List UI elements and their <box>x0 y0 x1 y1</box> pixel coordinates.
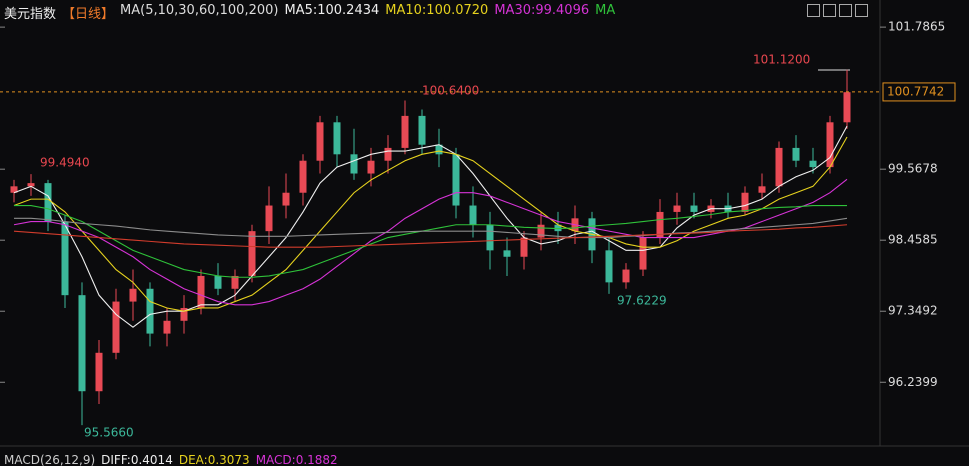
ma30-label: MA30:99.4096 <box>494 3 590 18</box>
candle-body <box>605 250 613 283</box>
annotation: 99.4940 <box>40 156 90 170</box>
candle-body <box>333 122 341 155</box>
candle-body <box>95 352 103 392</box>
ma-line <box>13 136 848 312</box>
dea-label: DEA:0.3073 <box>178 453 250 466</box>
candle-body <box>843 92 851 123</box>
candle-body <box>384 147 392 161</box>
candle-body <box>299 160 307 193</box>
candle-body <box>27 183 35 187</box>
current-price-label: 100.7742 <box>887 84 944 98</box>
candle-body <box>401 115 409 148</box>
tool-button[interactable] <box>839 4 852 17</box>
candle-body <box>826 122 834 168</box>
candle-body <box>367 160 375 174</box>
ma-line <box>13 224 848 248</box>
candle-body <box>163 320 171 334</box>
ma-line <box>14 217 848 239</box>
candle-body <box>214 275 222 289</box>
candle-body <box>316 122 324 161</box>
candle-body <box>554 224 562 232</box>
candle-body <box>792 147 800 161</box>
candle-body <box>758 186 766 193</box>
candle-body <box>690 205 698 212</box>
candle-body <box>809 160 817 168</box>
candle-body <box>775 147 783 187</box>
candle-body <box>350 154 358 174</box>
tool-button[interactable] <box>807 4 820 17</box>
ma-line <box>13 178 848 306</box>
candle-body <box>486 224 494 251</box>
header: 美元指数 【日线】 MA(5,10,30,60,100,200) MA5:100… <box>4 3 615 22</box>
candle-body <box>146 288 154 334</box>
y-tick-label: 99.5678 <box>888 162 938 176</box>
annotation: 100.6400 <box>422 84 479 98</box>
macd-header: MACD(26,12,9) DIFF:0.4014 DEA:0.3073 MAC… <box>4 453 338 466</box>
ma-line <box>13 125 848 328</box>
y-tick-label: 97.3492 <box>888 304 938 318</box>
candle-body <box>10 186 18 193</box>
candle-body <box>197 275 205 308</box>
candle-body <box>537 224 545 238</box>
diff-label: DIFF:0.4014 <box>101 453 173 466</box>
period[interactable]: 【日线】 <box>62 7 115 22</box>
annotation: 97.6229 <box>617 294 667 308</box>
candle-body <box>520 237 528 257</box>
ma-more-label: MA <box>595 3 616 18</box>
candle-body <box>656 211 664 238</box>
candle-body <box>180 307 188 321</box>
candle-body <box>265 205 273 232</box>
candle-body <box>231 275 239 289</box>
macd-definition: MACD(26,12,9) <box>4 453 96 466</box>
candle-body <box>673 205 681 212</box>
ma-line <box>14 204 847 278</box>
candle-body <box>112 301 120 353</box>
candle-body <box>44 183 52 222</box>
y-tick-label: 96.2399 <box>888 375 938 389</box>
tool-button[interactable] <box>855 4 868 17</box>
current-price-box <box>882 82 956 102</box>
candle-body <box>452 154 460 206</box>
candle-body <box>622 269 630 283</box>
tool-button[interactable] <box>823 4 836 17</box>
candle-body <box>503 250 511 257</box>
macd-label: MACD:0.1882 <box>255 453 338 466</box>
annotation: 101.1200 <box>753 53 810 67</box>
candle-body <box>741 192 749 212</box>
instrument-name[interactable]: 美元指数 <box>4 7 57 22</box>
candle-body <box>129 288 137 302</box>
ma-definition[interactable]: MA(5,10,30,60,100,200) <box>120 3 279 18</box>
candle-body <box>282 192 290 206</box>
y-tick-label: 98.4585 <box>888 233 938 247</box>
candle-body <box>61 221 69 296</box>
annotation: 95.5660 <box>84 426 134 440</box>
candle-body <box>418 115 426 145</box>
y-tick-label: 101.7865 <box>888 20 945 34</box>
candle-body <box>248 231 256 276</box>
ma5-label: MA5:100.2434 <box>284 3 380 18</box>
candle-body <box>469 205 477 225</box>
candle-body <box>435 144 443 155</box>
ma10-label: MA10:100.0720 <box>385 3 489 18</box>
candle-body <box>639 237 647 270</box>
candle-body <box>78 295 86 392</box>
toolbar <box>807 4 868 17</box>
